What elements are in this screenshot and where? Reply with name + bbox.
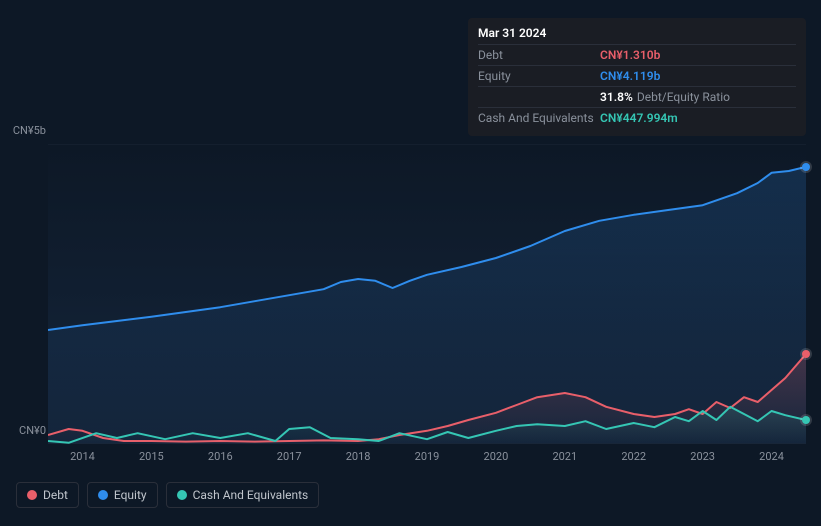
tooltip-rows: DebtCN¥1.310bEquityCN¥4.119b31.8%Debt/Eq… <box>478 44 796 128</box>
legend-dot-icon <box>27 490 37 500</box>
x-tick: 2022 <box>621 450 646 463</box>
y-tick-min: CN¥0 <box>0 424 46 437</box>
tooltip-row-label: Equity <box>478 69 600 83</box>
legend-dot-icon <box>177 490 187 500</box>
plot-area[interactable] <box>48 144 806 444</box>
tooltip-row-label <box>478 90 600 104</box>
x-tick: 2023 <box>690 450 715 463</box>
series-end-dot <box>802 163 810 171</box>
legend-label: Equity <box>114 488 147 502</box>
tooltip-row-value: CN¥447.994m <box>600 111 678 125</box>
tooltip-row-value: CN¥4.119b <box>600 69 660 83</box>
tooltip-row: DebtCN¥1.310b <box>478 44 796 65</box>
tooltip-row: 31.8% Debt/Equity Ratio <box>478 86 796 107</box>
tooltip-date: Mar 31 2024 <box>478 26 796 40</box>
legend: Debt Equity Cash And Equivalents <box>16 482 319 508</box>
legend-item[interactable]: Debt <box>16 482 79 508</box>
x-tick: 2024 <box>759 450 784 463</box>
legend-label: Debt <box>43 488 68 502</box>
x-tick: 2021 <box>552 450 577 463</box>
x-tick: 2015 <box>139 450 164 463</box>
tooltip-row-suffix: Debt/Equity Ratio <box>637 90 730 104</box>
x-tick: 2018 <box>346 450 371 463</box>
tooltip-row-label: Debt <box>478 48 600 62</box>
x-tick: 2016 <box>208 450 233 463</box>
legend-dot-icon <box>98 490 108 500</box>
chart-tooltip: Mar 31 2024 DebtCN¥1.310bEquityCN¥4.119b… <box>468 18 806 136</box>
tooltip-row-value: 31.8% <box>600 90 633 104</box>
tooltip-row-label: Cash And Equivalents <box>478 111 600 125</box>
series-end-dot <box>802 350 810 358</box>
x-tick: 2014 <box>70 450 95 463</box>
series-end-dot <box>802 416 810 424</box>
legend-item[interactable]: Equity <box>87 482 158 508</box>
x-tick: 2019 <box>415 450 440 463</box>
x-axis: 2014 2015 2016 2017 2018 2019 2020 2021 2022 2023… <box>48 450 806 470</box>
legend-label: Cash And Equivalents <box>193 488 309 502</box>
y-tick-max: CN¥5b <box>0 124 46 137</box>
tooltip-row: EquityCN¥4.119b <box>478 65 796 86</box>
legend-item[interactable]: Cash And Equivalents <box>166 482 320 508</box>
tooltip-row-value: CN¥1.310b <box>600 48 660 62</box>
chart-svg <box>48 144 806 444</box>
x-tick: 2020 <box>484 450 509 463</box>
x-tick: 2017 <box>277 450 302 463</box>
chart: CN¥5b CN¥0 20142015201620172018201920202… <box>16 124 806 464</box>
